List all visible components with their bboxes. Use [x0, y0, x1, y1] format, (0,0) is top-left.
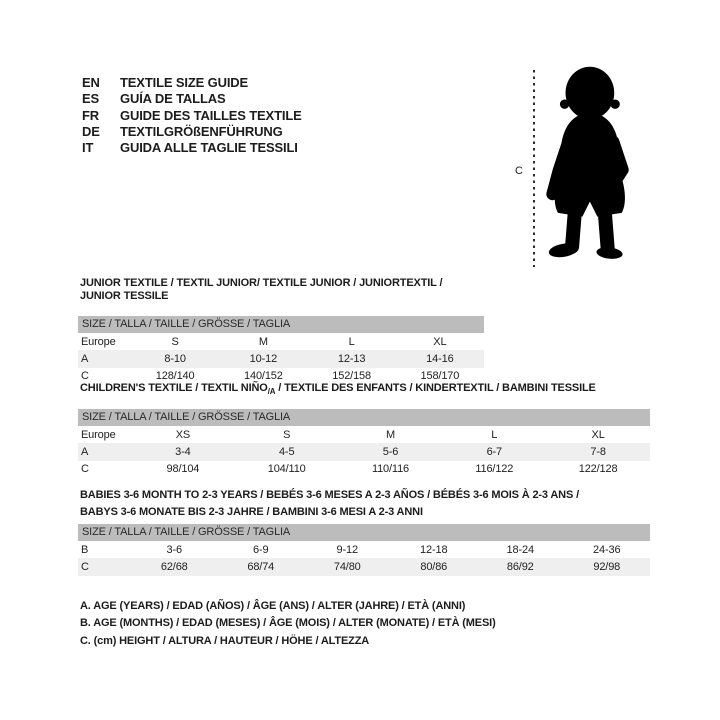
size-cell: 104/110 [267, 463, 306, 476]
size-cell: XS [175, 428, 191, 441]
title-subscript: /A [267, 387, 276, 397]
toddler-silhouette-icon [546, 66, 629, 259]
size-cell: S [171, 335, 179, 348]
lang-code: IT [82, 140, 94, 156]
size-cell: 4-5 [278, 446, 295, 459]
size-cell: 92/98 [593, 560, 621, 573]
note-age-years: A. AGE (YEARS) / EDAD (AÑOS) / ÂGE (ANS)… [80, 600, 466, 612]
size-cell: 3-6 [166, 543, 183, 556]
size-cell: 116/122 [475, 463, 514, 476]
lang-row-de: DE TEXTILGRÖßENFÜHRUNG [82, 124, 302, 140]
size-cell: 6-7 [486, 446, 503, 459]
table-row: Europe S M L XL [78, 333, 484, 350]
table-row: C 128/140 140/152 152/158 158/170 [78, 368, 484, 385]
size-cell: 5-6 [382, 446, 399, 459]
size-cell: 12-13 [337, 352, 366, 365]
size-cell: 18-24 [506, 543, 535, 556]
table-row: A 8-10 10-12 12-13 14-16 [78, 350, 484, 368]
note-age-months: B. AGE (MONTHS) / EDAD (MESES) / ÂGE (MO… [80, 617, 496, 630]
size-cell: 158/170 [420, 370, 460, 383]
size-cell: 86/92 [506, 560, 534, 573]
size-cell: XL [433, 335, 447, 348]
size-cell: XL [591, 428, 605, 441]
size-cell: 152/158 [332, 370, 371, 383]
row-label: C [81, 370, 89, 383]
size-cell: 110/116 [371, 463, 410, 476]
lang-label: GUIDA ALLE TAGLIE TESSILI [120, 140, 298, 156]
lang-row-es: ES GUÍA DE TALLAS [82, 91, 302, 107]
size-cell: M [258, 335, 268, 348]
lang-row-fr: FR GUIDE DES TAILLES TEXTILE [82, 108, 302, 124]
size-cell: 80/86 [420, 560, 448, 573]
lang-code: DE [82, 123, 100, 139]
size-cell: 122/128 [578, 463, 618, 476]
lang-label: GUIDE DES TAILLES TEXTILE [120, 107, 302, 123]
height-measure-label: C [515, 165, 523, 177]
title-text: / TEXTILE DES ENFANTS / KINDERTEXTIL / B… [275, 382, 596, 394]
lang-code: FR [82, 107, 100, 123]
size-header-bar: SIZE / TALLA / TAILLE / GRÖSSE / TAGLIA [78, 409, 650, 427]
lang-label: GUÍA DE TALLAS [120, 91, 226, 107]
title-line-2: BABYS 3-6 MONATE BIS 2-3 JAHRE / BAMBINI… [80, 506, 423, 518]
height-dotted-line [533, 70, 535, 267]
title-text: CHILDREN'S TEXTILE / TEXTIL NIÑO [80, 382, 268, 394]
lang-row-en: EN TEXTILE SIZE GUIDE [82, 75, 302, 91]
size-cell: 9-12 [336, 543, 359, 556]
size-header-bar: SIZE / TALLA / TAILLE / GRÖSSE / TAGLIA [78, 524, 650, 541]
size-cell: M [385, 428, 395, 441]
size-header-bar: SIZE / TALLA / TAILLE / GRÖSSE / TAGLIA [78, 316, 484, 333]
size-cell: 128/140 [155, 370, 195, 383]
children-table-section: CHILDREN'S TEXTILE / TEXTIL NIÑO/A / TEX… [78, 382, 650, 478]
size-cell: L [348, 335, 355, 348]
children-size-table: Europe XS S M L XL A 3-4 4-5 5-6 6-7 7-8 C 98/104 104/… [78, 426, 650, 478]
size-cell: 140/152 [244, 370, 283, 383]
size-cell: 8-10 [164, 352, 186, 365]
table-title: CHILDREN'S TEXTILE / TEXTIL NIÑO/A / TEX… [80, 382, 650, 398]
size-cell: 98/104 [166, 463, 200, 476]
row-label: C [81, 463, 89, 476]
lang-row-it: IT GUIDA ALLE TAGLIE TESSILI [82, 140, 302, 156]
size-cell: 12-18 [420, 543, 448, 556]
size-cell: 24-36 [593, 543, 621, 556]
size-cell: 62/68 [160, 560, 188, 573]
lang-label: TEXTILE SIZE GUIDE [120, 75, 249, 90]
lang-code: ES [82, 91, 100, 107]
legend-notes: A. AGE (YEARS) / EDAD (AÑOS) / ÂGE (ANS)… [80, 598, 496, 650]
size-cell: 6-9 [253, 543, 269, 556]
table-row: A 3-4 4-5 5-6 6-7 7-8 [78, 443, 650, 461]
size-cell: L [491, 428, 498, 441]
row-label: A [81, 352, 89, 365]
note-height-cm: C. (cm) HEIGHT / ALTURA / HAUTEUR / HÖHE… [80, 634, 370, 647]
size-cell: 68/74 [247, 560, 275, 573]
lang-code: EN [82, 75, 100, 90]
row-label: B [81, 543, 89, 556]
table-title: BABIES 3-6 MONTH TO 2-3 YEARS / BEBÉS 3-… [80, 487, 650, 521]
title-line-1: BABIES 3-6 MONTH TO 2-3 YEARS / BEBÉS 3-… [80, 489, 579, 501]
row-label: A [81, 446, 89, 459]
size-cell: 3-4 [175, 446, 191, 459]
size-cell: S [283, 428, 291, 441]
size-cell: 74/80 [333, 560, 361, 573]
row-label: Europe [81, 335, 116, 348]
row-label: Europe [81, 428, 116, 441]
lang-label: TEXTILGRÖßENFÜHRUNG [120, 123, 283, 139]
babies-table-section: BABIES 3-6 MONTH TO 2-3 YEARS / BEBÉS 3-… [78, 487, 650, 576]
language-list: EN TEXTILE SIZE GUIDE ES GUÍA DE TALLAS … [82, 75, 302, 156]
size-cell: 7-8 [590, 446, 606, 459]
row-label: C [81, 560, 89, 573]
junior-size-table: Europe S M L XL A 8-10 10-12 12-13 14-16 C 128/140 1… [78, 333, 484, 385]
size-cell: 14-16 [426, 352, 454, 365]
table-row: C 62/68 68/74 74/80 80/86 86/92 92/98 [78, 558, 650, 576]
babies-size-table: B 3-6 6-9 9-12 12-18 18-24 24-36 C 62/68 68/74 74/… [78, 541, 650, 576]
table-row: C 98/104 104/110 110/116 116/122 122/128 [78, 461, 650, 478]
table-title: JUNIOR TEXTILE / TEXTIL JUNIOR/ TEXTILE … [80, 277, 443, 302]
table-row: B 3-6 6-9 9-12 12-18 18-24 24-36 [78, 541, 650, 558]
junior-table-section: JUNIOR TEXTILE / TEXTIL JUNIOR/ TEXTILE … [78, 277, 484, 385]
size-cell: 10-12 [249, 352, 278, 365]
table-row: Europe XS S M L XL [78, 426, 650, 443]
